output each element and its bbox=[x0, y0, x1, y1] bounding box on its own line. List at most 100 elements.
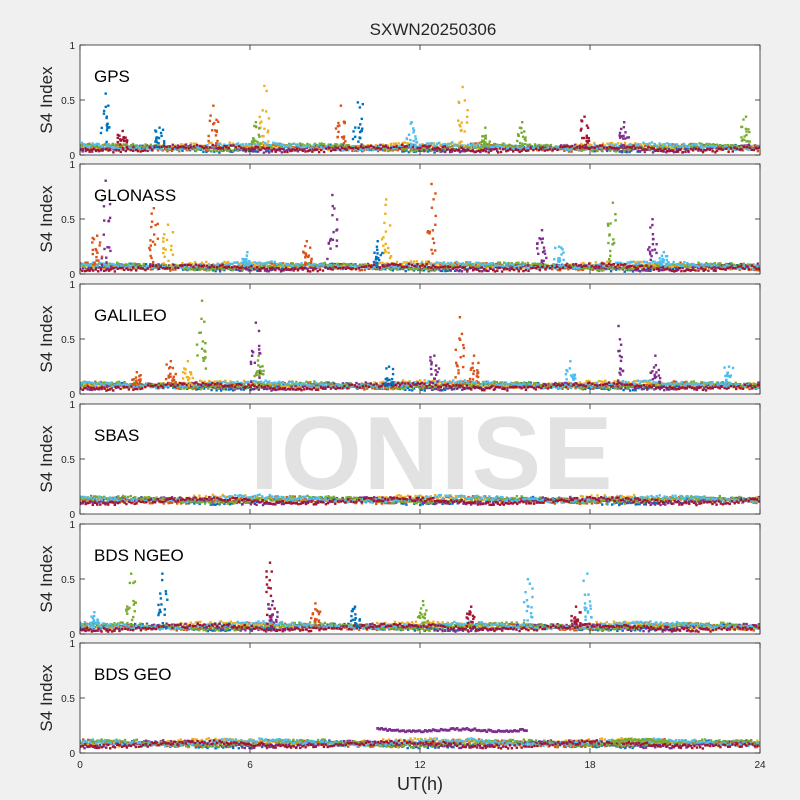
scatter-point bbox=[188, 261, 191, 265]
scatter-point bbox=[282, 148, 286, 151]
scatter-point bbox=[161, 149, 164, 152]
scatter-point bbox=[214, 134, 218, 137]
scatter-point bbox=[389, 142, 393, 146]
scatter-point bbox=[551, 149, 554, 153]
scatter-point bbox=[532, 266, 535, 269]
scatter-point bbox=[90, 263, 94, 267]
scatter-point bbox=[96, 148, 100, 152]
scatter-point bbox=[287, 266, 290, 269]
scatter-point bbox=[375, 264, 378, 268]
scatter-point bbox=[677, 384, 681, 388]
scatter-point bbox=[724, 147, 727, 150]
scatter-point bbox=[84, 261, 87, 264]
scatter-point bbox=[578, 144, 581, 147]
scatter-point bbox=[505, 149, 508, 153]
scatter-point bbox=[474, 150, 478, 153]
scatter-point bbox=[89, 148, 92, 152]
scatter-point bbox=[343, 266, 346, 269]
scatter-point bbox=[653, 248, 657, 251]
scatter-point bbox=[261, 109, 264, 112]
scatter-point bbox=[526, 149, 530, 152]
scatter-point bbox=[478, 269, 481, 273]
scatter-point bbox=[100, 263, 104, 266]
scatter-point bbox=[636, 260, 639, 264]
scatter-point bbox=[101, 149, 104, 152]
scatter-point bbox=[434, 192, 437, 195]
scatter-point bbox=[84, 146, 87, 149]
scatter-point bbox=[508, 263, 512, 266]
scatter-point bbox=[557, 245, 561, 248]
scatter-point bbox=[122, 137, 125, 141]
scatter-point bbox=[125, 144, 128, 147]
scatter-point bbox=[561, 266, 565, 269]
scatter-point bbox=[413, 267, 417, 271]
scatter-point bbox=[413, 150, 416, 153]
scatter-point bbox=[207, 262, 211, 266]
scatter-point bbox=[516, 139, 519, 143]
scatter-point bbox=[163, 144, 166, 148]
scatter-point bbox=[109, 268, 113, 271]
scatter-point bbox=[451, 145, 454, 148]
scatter-point bbox=[148, 146, 151, 149]
scatter-point bbox=[169, 269, 172, 272]
scatter-point bbox=[642, 148, 646, 151]
scatter-point bbox=[226, 267, 230, 271]
scatter-point bbox=[409, 144, 413, 147]
scatter-point bbox=[425, 266, 428, 269]
scatter-point bbox=[429, 144, 433, 147]
scatter-point bbox=[690, 143, 694, 146]
scatter-point bbox=[263, 265, 266, 268]
scatter-point bbox=[567, 150, 571, 153]
scatter-point bbox=[448, 142, 451, 146]
scatter-point bbox=[546, 146, 550, 150]
scatter-point bbox=[575, 147, 578, 150]
scatter-point bbox=[154, 144, 158, 148]
scatter-point bbox=[87, 266, 90, 269]
scatter-point bbox=[200, 264, 204, 268]
scatter-point bbox=[263, 127, 266, 130]
scatter-point bbox=[485, 269, 489, 273]
scatter-point bbox=[184, 146, 188, 149]
scatter-point bbox=[209, 264, 212, 267]
scatter-point bbox=[98, 148, 101, 151]
scatter-point bbox=[112, 265, 115, 268]
scatter-point bbox=[741, 149, 745, 152]
scatter-point bbox=[310, 259, 313, 263]
scatter-point bbox=[477, 147, 481, 151]
scatter-point bbox=[411, 145, 415, 149]
scatter-point bbox=[570, 264, 574, 268]
scatter-point bbox=[157, 263, 160, 266]
scatter-point bbox=[428, 265, 432, 269]
scatter-point bbox=[585, 139, 588, 143]
scatter-point bbox=[600, 267, 603, 271]
scatter-point bbox=[712, 267, 716, 270]
scatter-point bbox=[574, 262, 578, 266]
scatter-point bbox=[254, 150, 258, 153]
scatter-point bbox=[239, 388, 243, 391]
scatter-point bbox=[298, 142, 302, 145]
scatter-point bbox=[164, 248, 167, 251]
scatter-point bbox=[711, 145, 714, 148]
scatter-point bbox=[97, 150, 101, 153]
scatter-point bbox=[554, 266, 557, 269]
scatter-point bbox=[150, 148, 154, 151]
scatter-point bbox=[553, 264, 556, 267]
scatter-point bbox=[311, 269, 315, 272]
scatter-point bbox=[150, 225, 153, 229]
scatter-point bbox=[328, 266, 332, 269]
scatter-point bbox=[681, 264, 684, 267]
scatter-point bbox=[260, 266, 263, 270]
scatter-point bbox=[473, 150, 476, 154]
scatter-point bbox=[95, 249, 98, 252]
scatter-point bbox=[112, 146, 116, 150]
scatter-point bbox=[663, 147, 667, 151]
scatter-point bbox=[335, 244, 338, 248]
scatter-point bbox=[210, 129, 214, 132]
scatter-point bbox=[727, 145, 730, 148]
scatter-point bbox=[745, 140, 748, 143]
scatter-point bbox=[80, 266, 82, 270]
scatter-point bbox=[252, 139, 255, 142]
scatter-point bbox=[149, 239, 152, 242]
scatter-point bbox=[516, 149, 520, 152]
scatter-point bbox=[451, 267, 455, 270]
